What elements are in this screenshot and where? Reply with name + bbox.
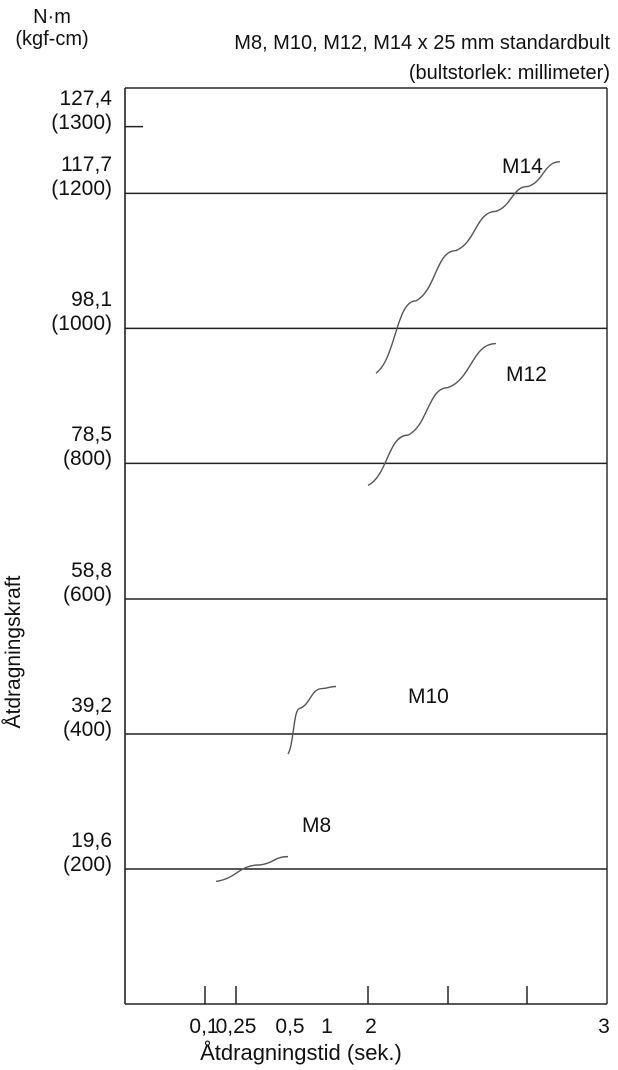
y-tick-value: 117,7 [61,153,112,177]
y-tick-subvalue: (200) [62,853,112,876]
x-tick-label: 3 [598,1015,610,1038]
series-label-m10: M10 [408,685,449,708]
y-unit-label: N·m (kgf-cm) [4,6,100,50]
y-tick-subvalue: (800) [62,447,112,471]
y-tick-label: 19,6 (200) [4,829,112,877]
y-tick-label: 127,4 (1300) [4,87,112,135]
x-tick-label: 2 [365,1015,377,1038]
x-tick-label: 0,25 [215,1015,257,1038]
series-label-m8: M8 [302,814,332,837]
y-tick-label: 78,5 (800) [4,423,112,471]
y-tick-subvalue: (1000) [51,312,112,336]
series-line-m12 [367,342,497,487]
x-tick-label: 0,1 [189,1015,219,1038]
y-tick-value: 78,5 [71,423,112,447]
y-tick-label: 39,2 (400) [4,694,112,742]
chart-subtitle: (bultstorlek: millimeter) [408,62,610,84]
chart-title: M8, M10, M12, M14 x 25 mm standardbult [234,32,610,54]
series-line-m8 [215,855,289,883]
y-tick-label: 98,1 (1000) [4,288,112,336]
y-tick-value: 98,1 [71,288,112,312]
y-tick-value: 58,8 [71,559,112,583]
y-tick-value: 19,6 [71,829,112,852]
y-tick-subvalue: (1300) [51,110,112,134]
series-line-m10 [287,685,337,755]
y-tick-label: 117,7 (1200) [4,153,112,201]
series-line-m14 [375,160,561,374]
x-tick-label: 1 [321,1015,333,1038]
y-tick-value: 39,2 [71,694,112,718]
y-tick-label: 58,8 (600) [4,559,112,607]
x-tick-label: 0,5 [275,1015,305,1038]
y-tick-subvalue: (1200) [51,177,112,201]
x-axis-label: Åtdragningstid (sek.) [200,1040,402,1065]
y-tick-subvalue: (400) [62,718,112,742]
series-label-m12: M12 [506,363,547,386]
y-tick-subvalue: (600) [62,583,112,607]
y-unit-secondary: (kgf-cm) [15,28,89,50]
y-tick-value: 127,4 [59,86,112,110]
series-label-m14: M14 [502,155,543,178]
y-unit-primary: N·m [33,6,71,28]
